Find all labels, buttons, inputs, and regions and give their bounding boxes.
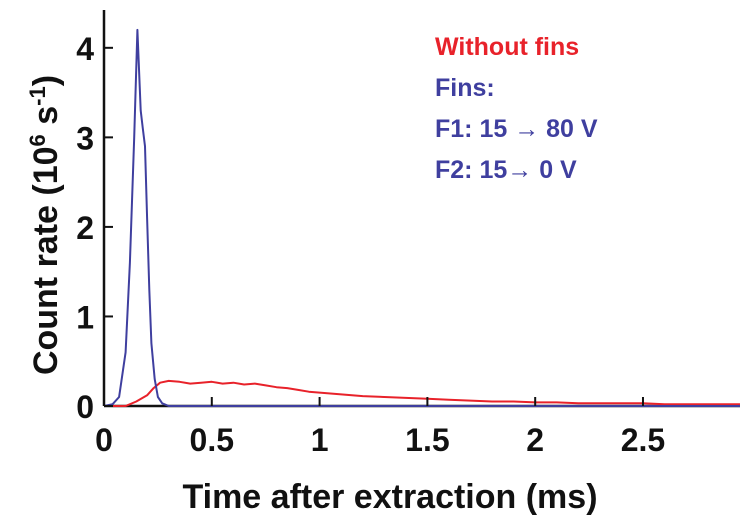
x-tick-label: 0.5 — [190, 422, 234, 458]
legend-fins: Fins: — [435, 74, 495, 102]
x-tick-label: 2 — [526, 422, 544, 458]
series-line-without-fins — [104, 381, 740, 406]
series-line-fins — [104, 30, 740, 406]
chart-legend: Without fins Fins: F1: 15 → 80 V F2: 15→… — [435, 33, 598, 184]
legend-f2: F2: 15→ 0 V — [435, 156, 577, 184]
legend-without-fins: Without fins — [435, 33, 579, 61]
y-tick-label: 2 — [76, 210, 94, 246]
legend-f1: F1: 15 → 80 V — [435, 115, 598, 143]
y-axis-label-unit-exponent: -1 — [25, 86, 50, 106]
y-axis-label-unit: s — [27, 106, 65, 134]
x-axis-label: Time after extraction (ms) — [182, 478, 597, 516]
x-tick-label: 0 — [95, 422, 113, 458]
y-axis-label: Count rate (106 s-1) — [25, 75, 65, 375]
x-tick-label: 2.5 — [621, 422, 665, 458]
y-axis-label-close: ) — [27, 75, 65, 86]
y-tick-label: 3 — [76, 120, 94, 156]
chart-tick-layer: 0 1 2 3 4 0 0.5 1 1.5 2 2.5 — [76, 31, 665, 458]
y-axis-label-exponent: 6 — [25, 134, 50, 146]
chart-axes — [104, 10, 740, 406]
y-axis-label-main: Count rate (10 — [27, 146, 65, 375]
y-tick-label: 4 — [76, 31, 94, 67]
y-tick-label: 0 — [76, 389, 94, 425]
x-tick-label: 1.5 — [405, 422, 449, 458]
chart-series-layer — [104, 30, 740, 406]
x-tick-label: 1 — [311, 422, 329, 458]
y-tick-label: 1 — [76, 299, 94, 335]
